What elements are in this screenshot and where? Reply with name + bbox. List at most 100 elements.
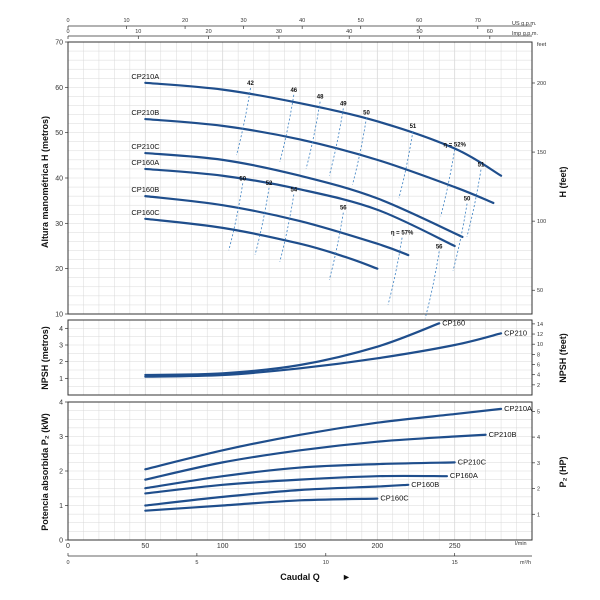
efficiency-label: 50 — [464, 197, 471, 203]
right-tick-label: 4 — [537, 373, 540, 379]
curve-cp160c — [144, 217, 379, 270]
y-tick-label: 0 — [59, 538, 63, 545]
curve-label-cp210b: CP210B — [489, 430, 517, 439]
curve-cp210c — [144, 151, 464, 239]
us-tick-label: 70 — [475, 18, 481, 24]
imp-gpm-unit: Imp g.p.m. — [512, 31, 538, 37]
arrow-right-icon: ► — [342, 572, 351, 582]
top-axis-imp: 0 10 20 30 40 50 60 Imp g.p.m. — [66, 29, 538, 39]
efficiency-line — [305, 101, 321, 169]
us-tick-label: 0 — [66, 18, 69, 24]
m3h-tick-label: 10 — [323, 560, 329, 566]
lmin-tick-label: 100 — [217, 543, 229, 550]
efficiency-line — [254, 187, 270, 255]
curve-label-cp160: CP160 — [442, 318, 465, 327]
efficiency-label: 49 — [340, 101, 347, 107]
right-tick-label: 50 — [537, 288, 543, 294]
right-tick-label: 6 — [537, 363, 540, 369]
curve-cp210b — [144, 117, 495, 205]
right-tick-label: 12 — [537, 332, 543, 338]
imp-tick-label: 50 — [416, 29, 422, 35]
y-tick-label: 3 — [59, 434, 63, 441]
us-tick-label: 50 — [358, 18, 364, 24]
imp-tick-label: 10 — [135, 29, 141, 35]
efficiency-line — [398, 131, 414, 199]
bottom-axis-lmin: 0 50 100 150 200 250 l/min — [66, 541, 527, 550]
m3h-unit: m³/h — [520, 560, 531, 566]
us-tick-label: 10 — [123, 18, 129, 24]
lmin-tick-label: 50 — [141, 543, 149, 550]
curve-cp210b — [144, 433, 487, 481]
right-tick-label: 1 — [537, 512, 540, 518]
y-tick-label: 20 — [55, 266, 63, 273]
curve-label-cp160b: CP160B — [411, 480, 439, 489]
imp-tick-label: 40 — [346, 29, 352, 35]
right-tick-label: 2 — [537, 487, 540, 493]
efficiency-line — [328, 212, 344, 280]
efficiency-line — [228, 183, 244, 251]
y-tick-label: 4 — [59, 326, 63, 333]
m3h-tick-label: 0 — [66, 560, 69, 566]
efficiency-label: 56 — [340, 206, 347, 212]
efficiency-label: η = 57% — [391, 231, 414, 237]
efficiency-label: 50 — [239, 176, 246, 182]
y-tick-label: 10 — [55, 312, 63, 319]
curve-label-cp160b: CP160B — [131, 185, 159, 194]
right-tick-label: 100 — [537, 219, 546, 225]
right-tick-label: 2 — [537, 383, 540, 389]
curve-label-cp160a: CP160A — [131, 158, 159, 167]
curve-cp160a — [144, 167, 456, 248]
npsh-ylabel-right: NPSH (feet) — [558, 333, 568, 383]
curve-label-cp210: CP210 — [504, 328, 527, 337]
m3h-tick-label: 5 — [195, 560, 198, 566]
y-tick-label: 2 — [59, 359, 63, 366]
efficiency-line — [424, 251, 440, 319]
curve-label-cp160c: CP160C — [131, 208, 160, 217]
efficiency-label: 50 — [363, 111, 370, 117]
curve-label-cp210a: CP210A — [131, 72, 159, 81]
right-tick-label: 150 — [537, 150, 546, 156]
right-tick-label: 8 — [537, 352, 540, 358]
curve-label-cp210b: CP210B — [131, 108, 159, 117]
npsh-ylabel: NPSH (metros) — [40, 326, 50, 390]
curve-label-cp210c: CP210C — [131, 142, 160, 151]
curve-cp210c — [144, 461, 456, 490]
lmin-unit: l/min — [515, 541, 527, 547]
curve-cp210a — [144, 81, 503, 177]
power-ylabel-right: P₂ (HP) — [558, 456, 568, 487]
efficiency-label: 46 — [290, 88, 297, 94]
curve-cp160 — [144, 322, 441, 377]
lmin-tick-label: 200 — [371, 543, 383, 550]
head-ylabel: Altura manométrica H (metros) — [40, 116, 50, 248]
lmin-tick-label: 150 — [294, 543, 306, 550]
y-tick-label: 3 — [59, 343, 63, 350]
curve-cp210a — [144, 407, 503, 471]
us-tick-label: 20 — [182, 18, 188, 24]
power-panel: 0 1 2 3 4 1 2 3 4 5 CP210A CP210B CP210C CP160A CP160B… — [59, 400, 540, 545]
us-tick-label: 40 — [299, 18, 305, 24]
bottom-axis-m3h: 0 5 10 15 m³/h — [66, 553, 532, 566]
efficiency-line — [279, 194, 295, 262]
efficiency-line — [452, 203, 468, 271]
y-tick-label: 50 — [55, 130, 63, 137]
right-tick-label: 5 — [537, 409, 540, 415]
curve-cp210 — [144, 332, 503, 378]
right-tick-label: 200 — [537, 81, 546, 87]
y-tick-label: 30 — [55, 221, 63, 228]
y-tick-label: 4 — [59, 400, 63, 407]
head-panel: 10 20 30 40 50 60 70 50 100 150 200 CP210A CP210B CP2… — [55, 40, 546, 319]
efficiency-label: 54 — [290, 188, 297, 194]
lmin-tick-label: 250 — [449, 543, 461, 550]
efficiency-label: 42 — [247, 81, 254, 87]
curve-label-cp210a: CP210A — [504, 404, 532, 413]
us-gpm-unit: US g.p.m. — [512, 21, 537, 27]
feet-unit: feet — [537, 42, 547, 48]
right-tick-label: 4 — [537, 435, 540, 441]
curve-label-cp160c: CP160C — [380, 494, 409, 503]
y-tick-label: 60 — [55, 85, 63, 92]
x-axis-title: Caudal Q — [280, 572, 320, 582]
y-tick-label: 1 — [59, 503, 63, 510]
imp-tick-label: 30 — [276, 29, 282, 35]
